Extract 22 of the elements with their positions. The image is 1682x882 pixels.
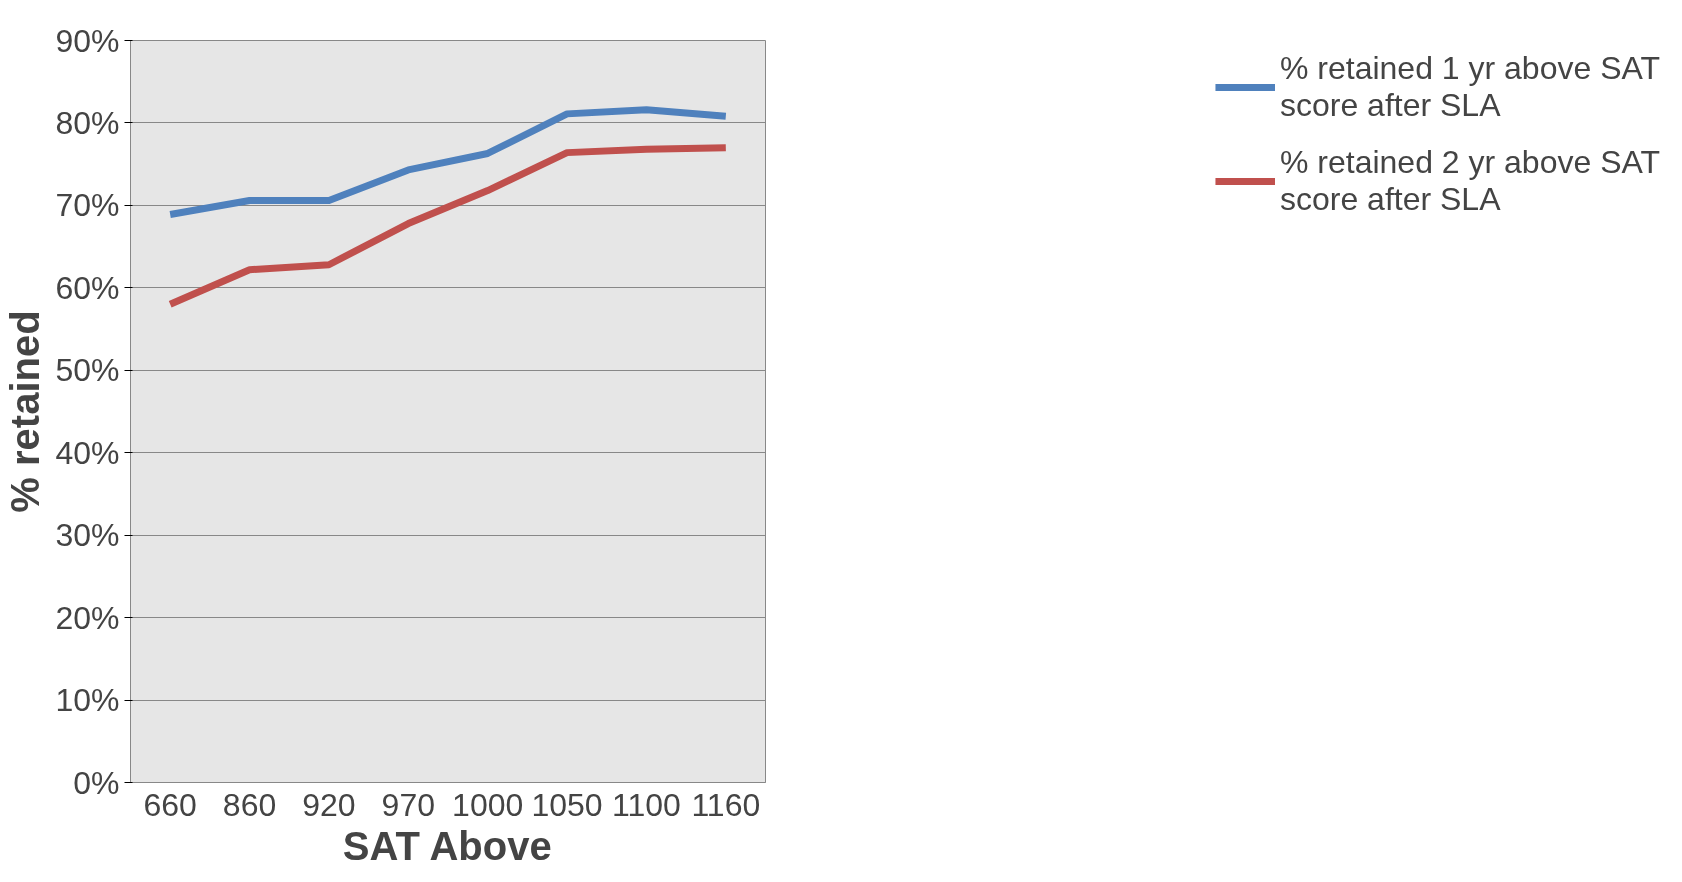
x-tick-label: 970 bbox=[381, 786, 436, 823]
y-tick-label: 30% bbox=[55, 517, 120, 554]
x-tick-label: 860 bbox=[222, 786, 277, 823]
x-tick-label: 1050 bbox=[531, 786, 603, 823]
x-tick-label: 920 bbox=[302, 786, 356, 823]
x-axis-title: SAT Above bbox=[342, 823, 552, 868]
y-tick-label: 0% bbox=[73, 764, 120, 801]
y-tick-label: 10% bbox=[55, 682, 120, 719]
legend-label: % retained 1 yr above SAT score after SLA bbox=[1279, 50, 1660, 124]
y-tick-label: 80% bbox=[55, 104, 120, 141]
x-tick-label: 1160 bbox=[691, 786, 761, 823]
y-tick-label: 90% bbox=[55, 22, 120, 59]
x-tick-label: 1000 bbox=[452, 786, 524, 823]
y-tick-label: 50% bbox=[55, 352, 120, 389]
legend-label: % retained 2 yr above SAT score after SLA bbox=[1279, 144, 1660, 218]
y-axis-title: % retained bbox=[3, 310, 48, 513]
y-tick-label: 20% bbox=[55, 599, 120, 636]
y-tick-label: 70% bbox=[55, 187, 120, 224]
y-tick-label: 60% bbox=[55, 269, 120, 306]
x-tick-label: 660 bbox=[143, 786, 197, 823]
y-tick-label: 40% bbox=[55, 434, 120, 471]
x-tick-label: 1100 bbox=[612, 786, 681, 823]
